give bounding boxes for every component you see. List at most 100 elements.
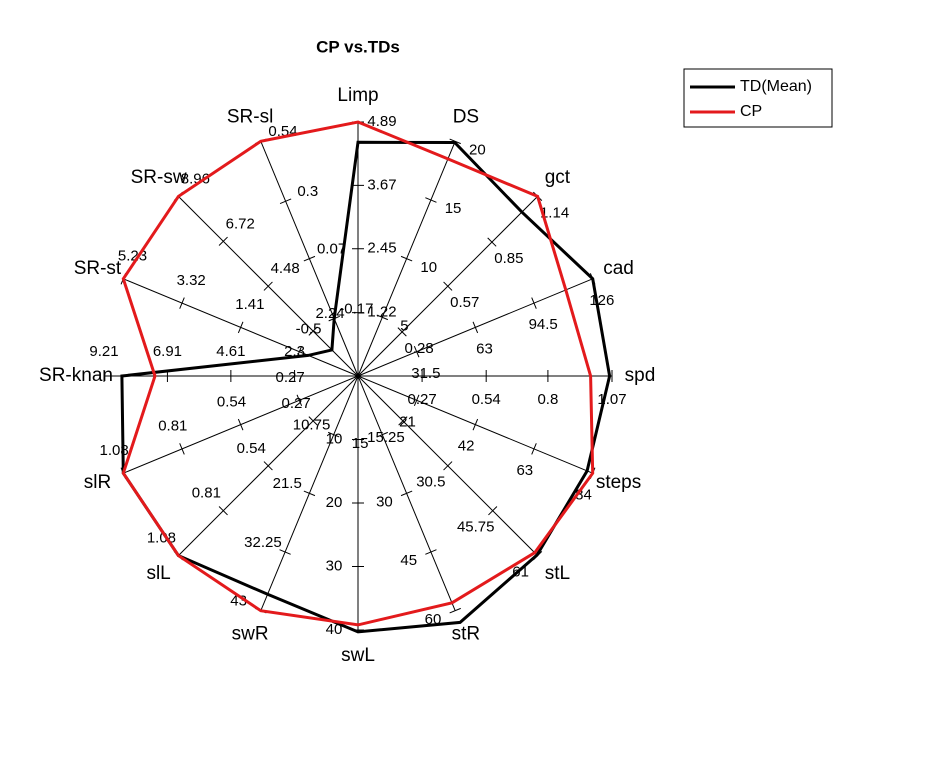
tick-mark bbox=[376, 314, 389, 321]
axis-label: slL bbox=[146, 563, 170, 584]
tick-label: 0.54 bbox=[217, 393, 246, 410]
tick-mark bbox=[449, 607, 461, 614]
tick-label: 0.85 bbox=[494, 250, 523, 267]
tick-mark bbox=[472, 321, 479, 334]
tick-label: 6.91 bbox=[153, 343, 182, 360]
chart-title: CP vs.TDs bbox=[316, 37, 400, 56]
series-line bbox=[121, 120, 595, 627]
tick-label: 0.57 bbox=[450, 294, 479, 311]
legend-label: TD(Mean) bbox=[740, 78, 812, 95]
tick-label: 4.48 bbox=[271, 260, 300, 277]
tick-label: 63 bbox=[476, 341, 493, 358]
tick-mark bbox=[472, 418, 479, 431]
tick-mark bbox=[488, 506, 498, 516]
tick-mark bbox=[218, 506, 228, 516]
tick-mark bbox=[443, 281, 453, 291]
tick-label: 20 bbox=[326, 494, 343, 511]
tick-label: 9.21 bbox=[89, 343, 118, 360]
legend-label: CP bbox=[740, 103, 762, 120]
tick-label: 5 bbox=[400, 317, 408, 334]
tick-label: 0.28 bbox=[404, 340, 433, 357]
tick-label: 8.96 bbox=[181, 170, 210, 187]
axis-label: DS bbox=[453, 106, 479, 127]
tick-label: 0.81 bbox=[158, 418, 187, 435]
tick-label: 45 bbox=[400, 552, 417, 569]
axis-label: SR-st bbox=[74, 258, 122, 279]
axis-label: SR-sw bbox=[131, 167, 187, 188]
tick-label: 15 bbox=[352, 435, 369, 452]
tick-mark bbox=[308, 416, 318, 426]
axis-label: stL bbox=[545, 563, 570, 584]
tick-label: 94.5 bbox=[529, 316, 558, 333]
tick-mark bbox=[279, 549, 291, 555]
tick-label: 4.89 bbox=[367, 113, 396, 130]
tick-label: 2.24 bbox=[315, 305, 344, 322]
axis-label: steps bbox=[596, 472, 641, 493]
tick-mark bbox=[263, 281, 273, 291]
tick-label: 15 bbox=[445, 200, 462, 217]
axis-label: Limp bbox=[337, 85, 378, 106]
axis-label: gct bbox=[545, 167, 571, 188]
tick-mark bbox=[179, 297, 185, 309]
tick-label: 2.45 bbox=[367, 240, 396, 257]
tick-mark bbox=[487, 237, 497, 247]
tick-mark bbox=[531, 443, 537, 455]
tick-mark bbox=[413, 394, 420, 407]
tick-label: 0.27 bbox=[407, 391, 436, 408]
tick-label: 21.5 bbox=[273, 475, 302, 492]
tick-label: 20 bbox=[469, 141, 486, 158]
axis-label: cad bbox=[603, 258, 634, 279]
tick-label: 1.14 bbox=[540, 204, 569, 221]
tick-mark bbox=[263, 461, 273, 471]
axis-label: stR bbox=[452, 624, 481, 645]
tick-label: 126 bbox=[589, 292, 614, 309]
axis-label: SR-sl bbox=[227, 106, 273, 127]
tick-label: 0.27 bbox=[282, 395, 311, 412]
tick-mark bbox=[179, 443, 185, 455]
tick-label: 63 bbox=[516, 462, 533, 479]
tick-label: 30 bbox=[376, 493, 393, 510]
tick-mark bbox=[308, 326, 318, 336]
tick-label: 0.07 bbox=[317, 240, 346, 257]
tick-label: 0.3 bbox=[297, 183, 318, 200]
tick-label: 10 bbox=[420, 259, 437, 276]
axis-label: SR-knan bbox=[39, 365, 113, 386]
tick-mark bbox=[398, 416, 408, 426]
tick-mark bbox=[400, 490, 413, 497]
tick-mark bbox=[296, 394, 303, 407]
tick-mark bbox=[237, 321, 244, 334]
tick-mark bbox=[218, 236, 228, 246]
tick-mark bbox=[400, 255, 413, 262]
tick-label: 31.5 bbox=[411, 365, 440, 382]
tick-label: 6.72 bbox=[226, 215, 255, 232]
tick-label: 61 bbox=[512, 564, 529, 581]
tick-mark bbox=[531, 297, 537, 309]
tick-label: 3.67 bbox=[367, 176, 396, 193]
tick-label: 45.75 bbox=[457, 519, 495, 536]
tick-mark bbox=[237, 418, 244, 431]
tick-label: 0.27 bbox=[276, 369, 305, 386]
tick-label: 4.61 bbox=[216, 343, 245, 360]
tick-label: 30 bbox=[326, 557, 343, 574]
tick-label: 0.54 bbox=[472, 391, 501, 408]
tick-label: 15.25 bbox=[367, 429, 405, 446]
axis-label: slR bbox=[84, 472, 111, 493]
series-line bbox=[120, 140, 612, 634]
tick-mark bbox=[425, 197, 437, 203]
axis-label: spd bbox=[625, 365, 656, 386]
axis-label: swL bbox=[341, 645, 375, 666]
tick-label: 0.81 bbox=[192, 485, 221, 502]
tick-mark bbox=[443, 461, 453, 471]
axis-label: swR bbox=[232, 624, 269, 645]
tick-label: 32.25 bbox=[244, 534, 282, 551]
tick-label: 0.54 bbox=[237, 440, 266, 457]
tick-mark bbox=[327, 431, 340, 438]
tick-label: 3.32 bbox=[177, 272, 206, 289]
tick-label: 1.22 bbox=[367, 304, 396, 321]
tick-mark bbox=[376, 431, 389, 438]
tick-label: 0.8 bbox=[537, 391, 558, 408]
tick-label: 42 bbox=[458, 438, 475, 455]
tick-mark bbox=[425, 549, 437, 555]
